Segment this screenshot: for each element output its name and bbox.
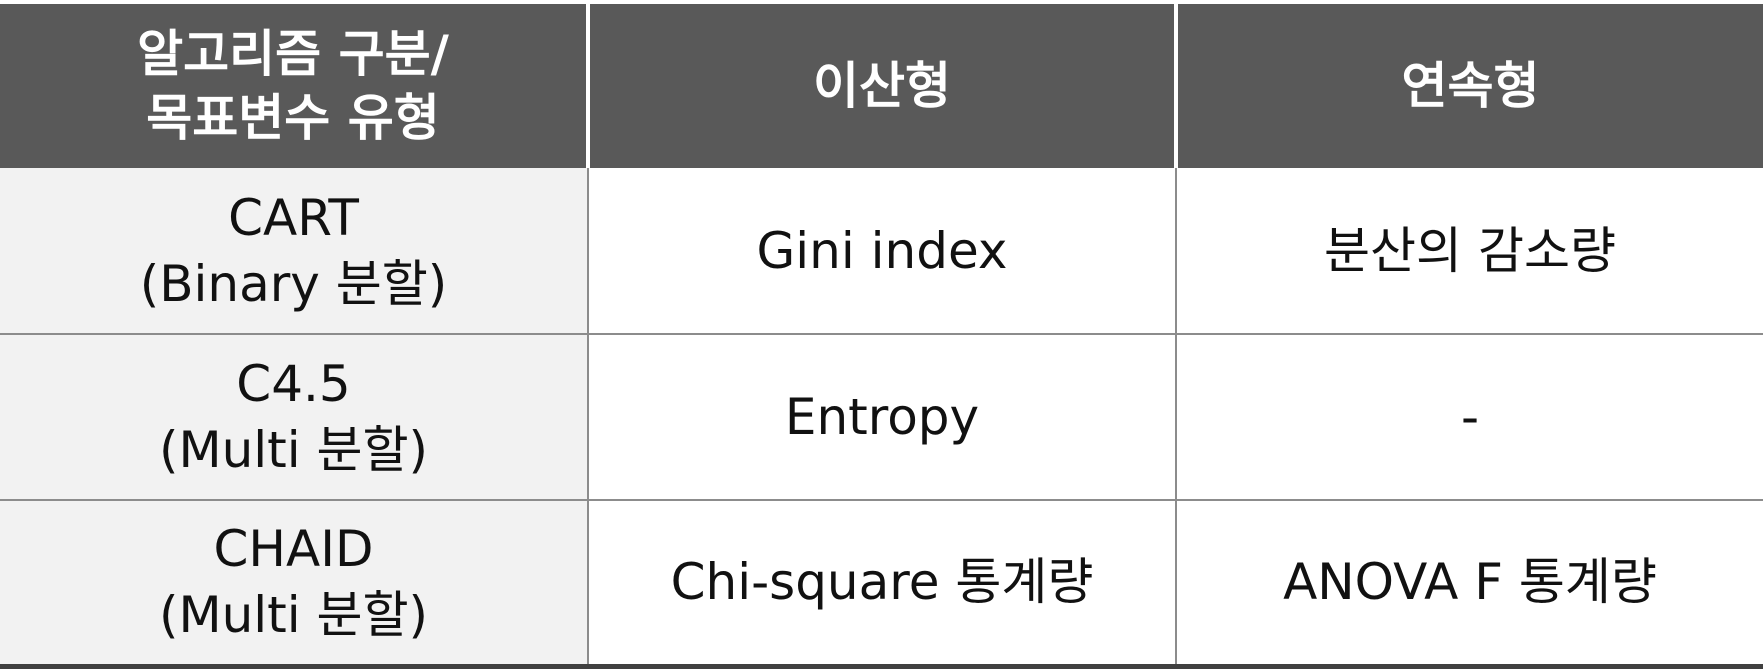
- header-algorithm-target-type: 알고리즘 구분/ 목표변수 유형: [0, 4, 588, 168]
- header-target-type-label: 목표변수 유형: [146, 89, 440, 147]
- header-algorithm-label: 알고리즘 구분/: [137, 25, 449, 83]
- discrete-criterion-cell: Gini index: [587, 168, 1176, 334]
- continuous-criterion-cell: 분산의 감소량: [1175, 168, 1763, 334]
- table-row-cart: CART (Binary 분할) Gini index 분산의 감소량: [0, 168, 1763, 334]
- algorithm-cell: C4.5 (Multi 분할): [0, 333, 588, 500]
- algorithm-name: C4.5: [236, 355, 351, 413]
- algorithm-split-type: (Multi 분할): [158, 586, 429, 645]
- header-discrete: 이산형: [586, 4, 1176, 168]
- discrete-criterion-cell: Chi-square 통계량: [587, 499, 1176, 669]
- decision-tree-algorithm-table: 알고리즘 구분/ 목표변수 유형 이산형 연속형 CART (Binary 분할…: [0, 4, 1763, 669]
- header-row: 알고리즘 구분/ 목표변수 유형 이산형 연속형: [0, 4, 1763, 168]
- algorithm-split-type: (Binary 분할): [139, 254, 448, 313]
- continuous-criterion-cell: ANOVA F 통계량: [1175, 499, 1763, 669]
- table-body: CART (Binary 분할) Gini index 분산의 감소량 C4.5…: [0, 168, 1763, 669]
- table-row-c45: C4.5 (Multi 분할) Entropy -: [0, 333, 1763, 500]
- header-continuous: 연속형: [1174, 4, 1763, 168]
- table-row-chaid: CHAID (Multi 분할) Chi-square 통계량 ANOVA F …: [0, 499, 1763, 669]
- algorithm-cell: CART (Binary 분할): [0, 168, 588, 334]
- continuous-criterion-cell: -: [1175, 333, 1763, 500]
- algorithm-name: CHAID: [213, 520, 374, 579]
- algorithm-cell: CHAID (Multi 분할): [0, 499, 588, 669]
- algorithm-split-type: (Multi 분할): [158, 421, 429, 479]
- discrete-criterion-cell: Entropy: [587, 333, 1176, 500]
- table-header: 알고리즘 구분/ 목표변수 유형 이산형 연속형: [0, 4, 1763, 168]
- algorithm-name: CART: [228, 188, 359, 247]
